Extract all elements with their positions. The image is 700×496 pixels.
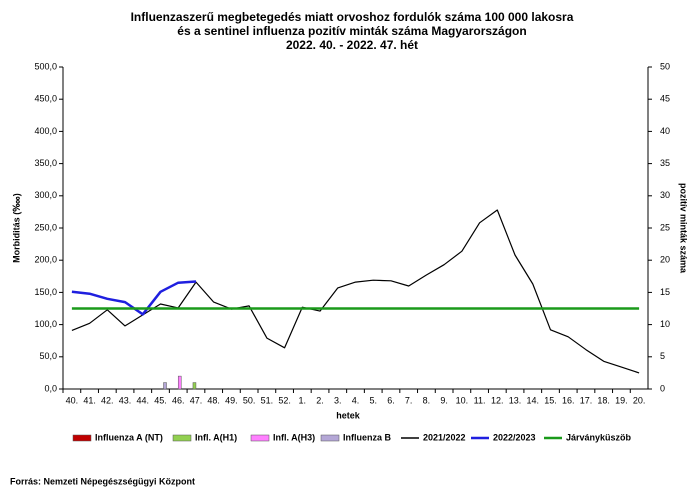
source: Forrás: Nemzeti Népegészségügyi Központ [10, 476, 195, 486]
legend-label: Infl. A(H3) [273, 432, 315, 442]
x-tick-label: 12. [491, 395, 504, 405]
legend-swatch [320, 434, 340, 442]
x-tick-label: 46. [172, 395, 185, 405]
bar [192, 382, 197, 390]
x-tick-label: 1. [299, 395, 307, 405]
y2-tick-label: 15 [660, 287, 670, 297]
chart-title: Influenzaszerű megbetegedés miatt orvosh… [131, 10, 574, 24]
chart-title: 2022. 40. - 2022. 47. hét [286, 38, 418, 52]
y2-tick-label: 25 [660, 222, 670, 232]
x-tick-label: 11. [474, 395, 486, 405]
legend-label: Influenza B [343, 432, 392, 442]
y2-tick-label: 35 [660, 158, 670, 168]
x-tick-label: 40. [66, 395, 79, 405]
y2-tick-label: 0 [660, 383, 665, 393]
y-tick-label: 200,0 [34, 255, 57, 265]
legend-swatch [172, 434, 192, 442]
x-tick-label: 48. [207, 395, 220, 405]
x-tick-label: 9. [440, 395, 448, 405]
bar [177, 375, 182, 390]
x-tick-label: 2. [316, 395, 324, 405]
legend-label: Járványküszöb [566, 432, 632, 442]
x-tick-label: 6. [387, 395, 395, 405]
x-tick-label: 20. [633, 395, 646, 405]
x-tick-label: 5. [369, 395, 377, 405]
x-tick-label: 19. [615, 395, 628, 405]
x-tick-label: 17. [580, 395, 593, 405]
x-tick-label: 47. [190, 395, 203, 405]
bar [163, 382, 167, 390]
y-tick-label: 50,0 [39, 351, 57, 361]
x-tick-label: 13. [509, 395, 522, 405]
y-tick-label: 500,0 [34, 61, 57, 71]
x-tick-label: 14. [527, 395, 540, 405]
y-tick-label: 350,0 [34, 158, 57, 168]
x-tick-label: 10. [456, 395, 469, 405]
x-tick-label: 50. [243, 395, 256, 405]
x-tick-label: 49. [225, 395, 238, 405]
y2-tick-label: 40 [660, 126, 670, 136]
y2-tick-label: 45 [660, 94, 670, 104]
y-tick-label: 250,0 [34, 222, 57, 232]
y-tick-label: 0,0 [44, 383, 57, 393]
legend-swatch [72, 434, 92, 442]
x-tick-label: 16. [562, 395, 575, 405]
x-tick-label: 52. [278, 395, 291, 405]
y2-axis-label: pozitív minták száma [679, 183, 689, 274]
chart-title: és a sentinel influenza pozitív minták s… [177, 24, 526, 38]
y2-tick-label: 30 [660, 190, 670, 200]
x-tick-label: 7. [405, 395, 413, 405]
legend-swatch [250, 434, 270, 442]
x-tick-label: 45. [154, 395, 167, 405]
y-tick-label: 150,0 [34, 287, 57, 297]
y2-tick-label: 5 [660, 351, 665, 361]
line [71, 209, 640, 374]
x-tick-label: 8. [423, 395, 431, 405]
y-tick-label: 400,0 [34, 126, 57, 136]
y-axis-label: Morbiditás (‱) [11, 193, 21, 263]
x-tick-label: 51. [261, 395, 274, 405]
y-tick-label: 450,0 [34, 94, 57, 104]
legend-label: Infl. A(H1) [195, 432, 237, 442]
legend-label: 2021/2022 [423, 432, 466, 442]
y-tick-label: 300,0 [34, 190, 57, 200]
x-tick-label: 41. [83, 395, 96, 405]
y-tick-label: 100,0 [34, 319, 57, 329]
y2-tick-label: 50 [660, 61, 670, 71]
x-axis-label: hetek [336, 410, 361, 420]
legend-label: 2022/2023 [493, 432, 536, 442]
y2-tick-label: 10 [660, 319, 670, 329]
x-tick-label: 43. [119, 395, 132, 405]
y2-tick-label: 20 [660, 255, 670, 265]
x-tick-label: 3. [334, 395, 342, 405]
x-tick-label: 44. [137, 395, 150, 405]
x-tick-label: 18. [597, 395, 610, 405]
legend-label: Influenza A (NT) [95, 432, 163, 442]
x-tick-label: 42. [101, 395, 114, 405]
x-tick-label: 4. [352, 395, 360, 405]
x-tick-label: 15. [544, 395, 557, 405]
